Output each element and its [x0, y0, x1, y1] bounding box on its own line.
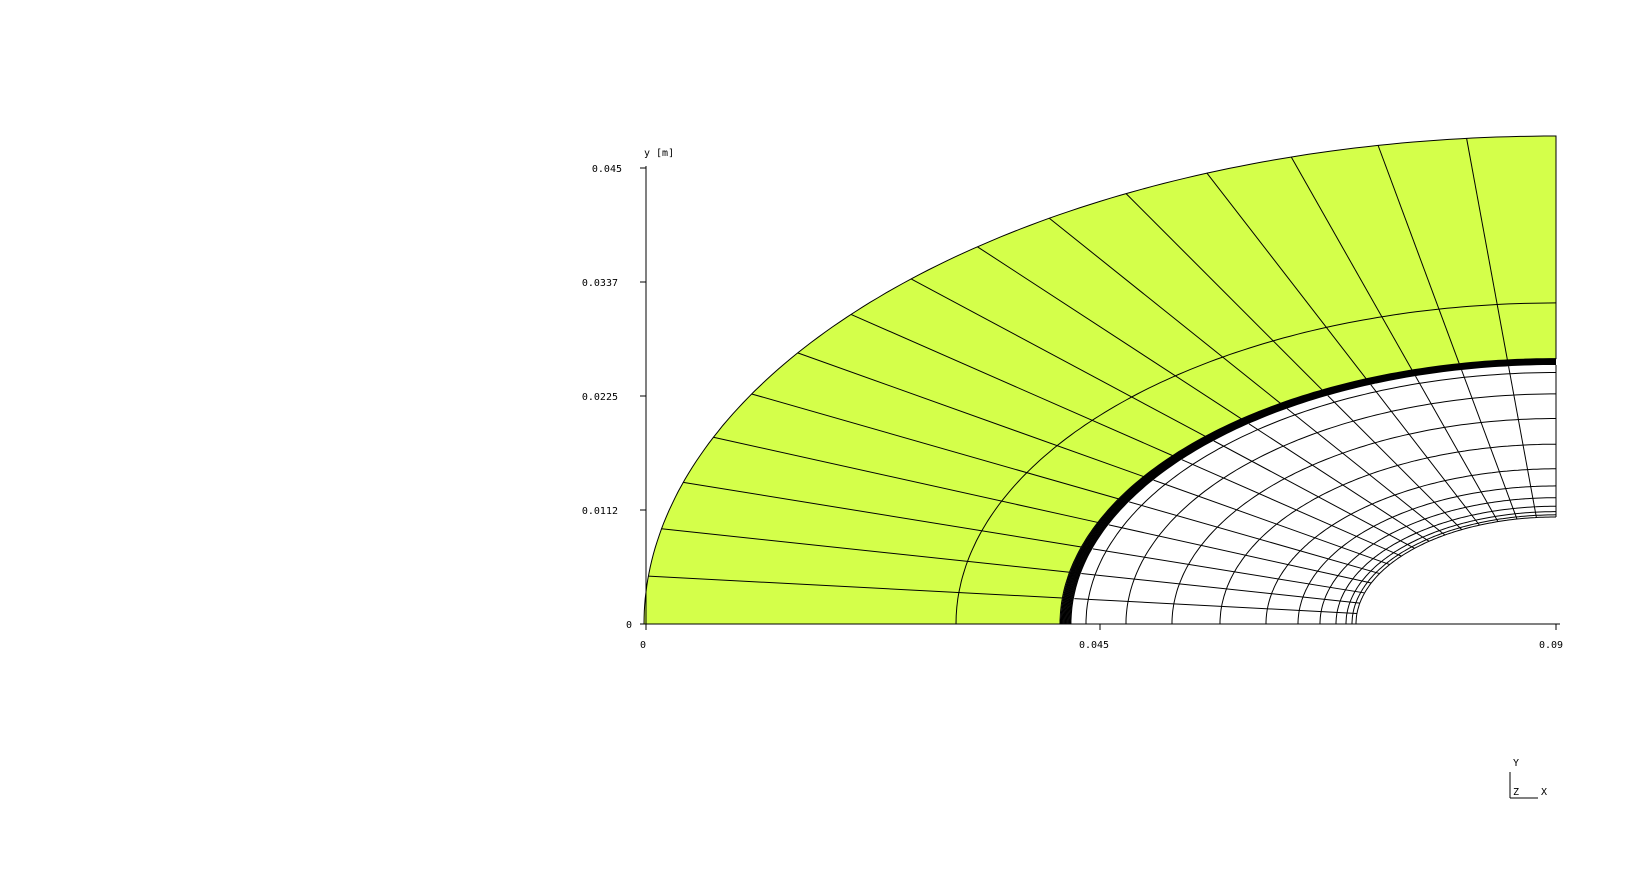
- y-tick-label: 0: [626, 620, 632, 631]
- core-radial-line: [1214, 441, 1415, 548]
- mesh-region: [644, 136, 1556, 624]
- core-radial-line: [1416, 376, 1498, 521]
- core-radial-line: [1081, 573, 1360, 603]
- x-tick-label: 0.045: [1079, 640, 1109, 651]
- y-tick-label: 0.0337: [582, 278, 618, 289]
- y-tick-label: 0.0225: [582, 392, 618, 403]
- y-tick-label: 0.045: [592, 164, 622, 175]
- x-tick-label: 0: [640, 640, 646, 651]
- core-radial-line: [1093, 549, 1365, 593]
- core-radial-line: [1462, 370, 1517, 519]
- triad-z-label: Z: [1513, 787, 1519, 798]
- triad-x-label: X: [1541, 787, 1547, 798]
- core-radial-line: [1074, 599, 1357, 614]
- y-axis-label: y [m]: [644, 148, 674, 159]
- x-tick-label: 0.09: [1539, 640, 1563, 651]
- y-tick-label: 0.0112: [582, 506, 618, 517]
- axis-triad: Y Z X: [1510, 758, 1547, 798]
- core-radial-line: [1509, 366, 1537, 517]
- triad-y-label: Y: [1513, 758, 1519, 769]
